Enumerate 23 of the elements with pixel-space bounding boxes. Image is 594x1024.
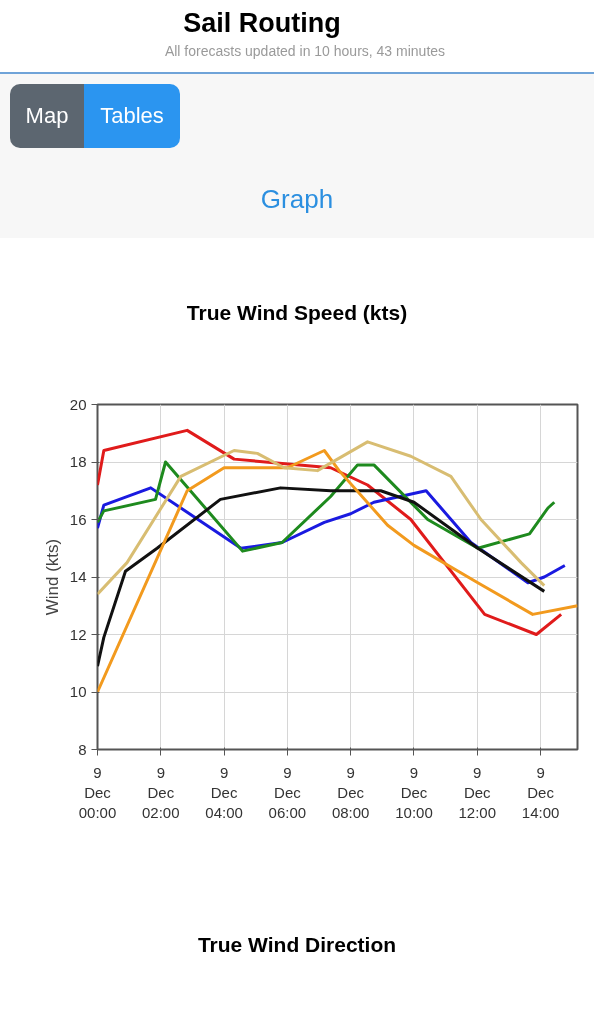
x-tick-label: 9 Dec 06:00	[268, 763, 307, 822]
x-tick-label: 9 Dec 02:00	[142, 763, 180, 822]
text: All forecasts updated in 10 hours, 43 minutes	[163, 43, 447, 59]
y-tick-label: 14	[69, 568, 87, 585]
x-tick-label: 9 Dec 14:00	[521, 763, 560, 822]
x-tick-label: 9 Dec 12:00	[458, 763, 497, 822]
x-tick-label: 9 Dec 10:00	[395, 763, 433, 822]
y-tick-label: 8	[78, 740, 87, 758]
y-tick-label: 10	[69, 683, 87, 700]
y-tick-label: 16	[69, 510, 87, 528]
x-tick-label: 9 Dec 00:00	[78, 763, 117, 822]
text: True Wind Direction	[196, 933, 398, 956]
x-tick-label: 9 Dec 04:00	[205, 763, 243, 822]
x-tick-label: 9 Dec 08:00	[331, 763, 370, 822]
y-tick-label: 20	[69, 395, 87, 413]
text: Map	[25, 103, 69, 128]
text: Sail Routing	[182, 8, 342, 38]
y-tick-label: 18	[69, 453, 87, 470]
text: Graph	[259, 184, 335, 214]
y-tick-label: 12	[69, 625, 87, 643]
y-axis-title: Wind (kts)	[42, 538, 62, 616]
text: Tables	[100, 103, 164, 128]
chart-title: True Wind Speed (kts)	[185, 301, 409, 324]
